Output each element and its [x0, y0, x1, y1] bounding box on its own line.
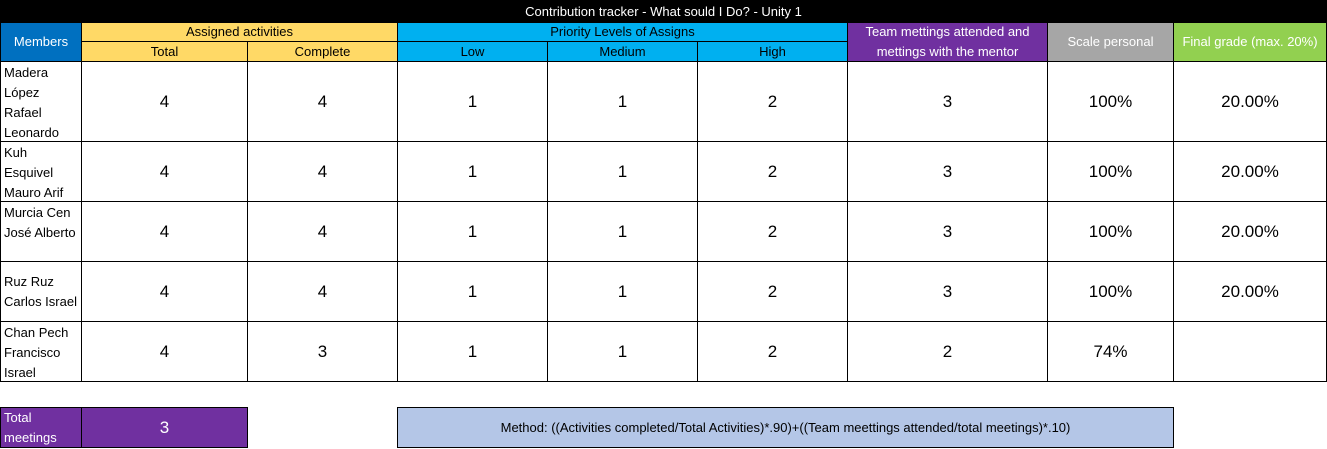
medium-cell: 1 — [547, 61, 698, 142]
scale-cell: 100% — [1047, 261, 1174, 322]
total-meetings-label: Total meetings — [0, 407, 82, 448]
medium-header: Medium — [547, 41, 698, 62]
medium-cell: 1 — [547, 201, 698, 262]
scale-personal-header: Scale personal — [1047, 22, 1174, 62]
grade-cell — [1173, 321, 1327, 382]
final-grade-header: Final grade (max. 20%) — [1173, 22, 1327, 62]
meetings-cell: 3 — [847, 141, 1048, 202]
low-header: Low — [397, 41, 548, 62]
complete-header: Complete — [247, 41, 398, 62]
meetings-cell: 3 — [847, 261, 1048, 322]
scale-cell: 100% — [1047, 61, 1174, 142]
scale-cell: 100% — [1047, 141, 1174, 202]
total-cell: 4 — [81, 201, 248, 262]
member-name: Madera López Rafael Leonardo — [0, 61, 82, 142]
medium-cell: 1 — [547, 141, 698, 202]
low-cell: 1 — [397, 321, 548, 382]
total-cell: 4 — [81, 261, 248, 322]
high-header: High — [697, 41, 848, 62]
medium-cell: 1 — [547, 321, 698, 382]
high-cell: 2 — [697, 61, 848, 142]
assigned-activities-header: Assigned activities — [81, 22, 398, 42]
high-cell: 2 — [697, 201, 848, 262]
meetings-cell: 3 — [847, 201, 1048, 262]
members-header: Members — [0, 22, 82, 62]
medium-cell: 1 — [547, 261, 698, 322]
grade-cell: 20.00% — [1173, 261, 1327, 322]
total-cell: 4 — [81, 61, 248, 142]
team-meetings-header: Team mettings attended and mettings with… — [847, 22, 1048, 62]
grade-cell: 20.00% — [1173, 201, 1327, 262]
member-name: Murcia Cen José Alberto — [0, 201, 82, 262]
complete-cell: 4 — [247, 201, 398, 262]
low-cell: 1 — [397, 141, 548, 202]
grade-cell: 20.00% — [1173, 141, 1327, 202]
low-cell: 1 — [397, 261, 548, 322]
meetings-cell: 2 — [847, 321, 1048, 382]
member-name: Chan Pech Francisco Israel — [0, 321, 82, 382]
table-title: Contribution tracker - What sould I Do? … — [0, 0, 1327, 22]
high-cell: 2 — [697, 321, 848, 382]
complete-cell: 4 — [247, 61, 398, 142]
high-cell: 2 — [697, 141, 848, 202]
scale-cell: 74% — [1047, 321, 1174, 382]
low-cell: 1 — [397, 61, 548, 142]
priority-levels-header: Priority Levels of Assigns — [397, 22, 848, 42]
complete-cell: 4 — [247, 261, 398, 322]
meetings-cell: 3 — [847, 61, 1048, 142]
total-header: Total — [81, 41, 248, 62]
low-cell: 1 — [397, 201, 548, 262]
total-cell: 4 — [81, 141, 248, 202]
member-name: Ruz Ruz Carlos Israel — [0, 261, 82, 322]
member-name: Kuh Esquivel Mauro Arif — [0, 141, 82, 202]
high-cell: 2 — [697, 261, 848, 322]
scale-cell: 100% — [1047, 201, 1174, 262]
total-cell: 4 — [81, 321, 248, 382]
complete-cell: 3 — [247, 321, 398, 382]
grade-cell: 20.00% — [1173, 61, 1327, 142]
total-meetings-value: 3 — [81, 407, 248, 448]
complete-cell: 4 — [247, 141, 398, 202]
method-formula: Method: ((Activities completed/Total Act… — [397, 407, 1174, 448]
